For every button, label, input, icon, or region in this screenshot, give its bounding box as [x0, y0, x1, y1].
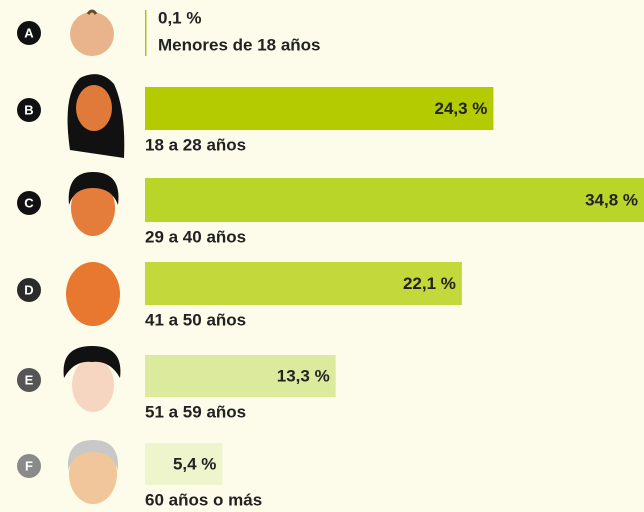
category-label: 60 años o más — [145, 490, 262, 509]
row-letter: C — [24, 195, 34, 210]
face-icon — [63, 346, 121, 378]
value-label: 22,1 % — [403, 274, 456, 293]
value-label: 0,1 % — [158, 8, 201, 27]
row-badge — [17, 368, 41, 392]
bar — [145, 443, 223, 485]
face-icon — [72, 358, 114, 412]
face-icon — [68, 172, 119, 205]
face-icon — [66, 262, 120, 326]
face-icon — [71, 180, 115, 236]
face-icon — [69, 444, 117, 504]
value-label: 24,3 % — [435, 99, 488, 118]
category-label: 41 a 50 años — [145, 310, 246, 329]
value-label: 34,8 % — [585, 190, 638, 209]
row-letter: A — [24, 25, 34, 40]
row-letter: B — [24, 102, 33, 117]
row-letter: D — [24, 282, 33, 297]
value-label: 5,4 % — [173, 454, 216, 473]
category-label: 18 a 28 años — [145, 135, 246, 154]
category-label: 29 a 40 años — [145, 227, 246, 246]
bar — [145, 87, 494, 130]
bar — [145, 10, 147, 56]
face-icon — [67, 440, 119, 470]
row-letter: F — [25, 458, 33, 473]
row-badge — [17, 454, 41, 478]
face-icon — [86, 9, 98, 15]
faces — [63, 9, 125, 504]
face-icon — [76, 85, 112, 131]
bar — [145, 355, 336, 397]
row-badge — [17, 191, 41, 215]
category-label: 51 a 59 años — [145, 402, 246, 421]
bar — [145, 262, 462, 305]
row-letter: E — [25, 372, 34, 387]
category-label: Menores de 18 años — [158, 35, 321, 54]
face-icon — [70, 12, 114, 56]
row-badge — [17, 278, 41, 302]
row-badge — [17, 21, 41, 45]
bar — [145, 178, 644, 222]
row-badge — [17, 98, 41, 122]
value-label: 13,3 % — [277, 366, 330, 385]
